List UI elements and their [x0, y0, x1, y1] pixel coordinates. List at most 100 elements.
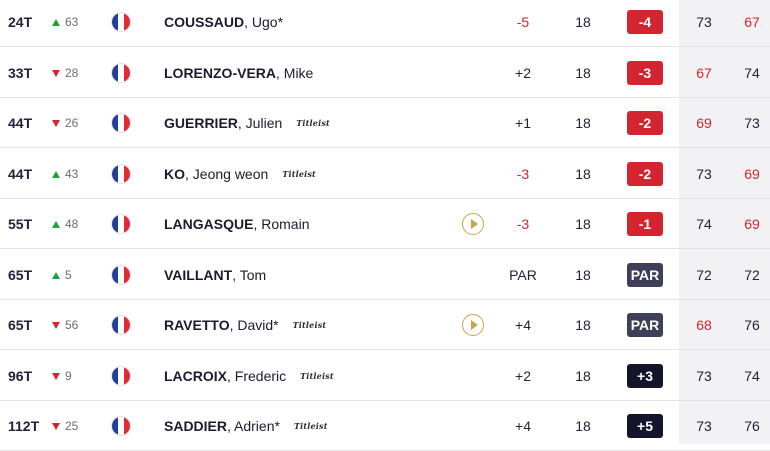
- player-name[interactable]: VAILLANT, Tom: [164, 250, 454, 300]
- round-1-score: 73: [696, 166, 712, 182]
- video-play-button[interactable]: [462, 199, 488, 249]
- table-row[interactable]: 96T 9 LACROIX, Frederic Titleist +2 18 +3 73 74: [0, 351, 770, 401]
- arrow-down-icon: [52, 321, 60, 329]
- position-movement: 43: [52, 149, 102, 199]
- position-movement: 5: [52, 250, 102, 300]
- player-first-name: , Ugo*: [244, 14, 284, 30]
- round-2-score: 76: [744, 317, 760, 333]
- arrow-down-icon: [52, 422, 60, 430]
- holes-thru: 18: [575, 418, 591, 434]
- score-badge: -1: [627, 212, 663, 236]
- player-name[interactable]: LACROIX, Frederic Titleist: [164, 351, 454, 401]
- position-movement: 48: [52, 199, 102, 249]
- movement-value: 5: [65, 268, 72, 282]
- holes-thru: 18: [575, 166, 591, 182]
- france-flag-icon: [112, 48, 132, 98]
- holes-thru: 18: [575, 317, 591, 333]
- movement-value: 28: [65, 66, 79, 80]
- table-row[interactable]: 24T 63 COUSSAUD, Ugo* -5 18 -4 73 67: [0, 0, 770, 47]
- total-to-par: -3: [516, 216, 530, 232]
- position: 55T: [8, 216, 33, 232]
- titleist-logo: Titleist: [282, 169, 316, 179]
- table-row[interactable]: 65T 56 RAVETTO, David* Titleist +4 18 PAR 68 76: [0, 300, 770, 350]
- player-name[interactable]: KO, Jeong weon Titleist: [164, 149, 454, 199]
- round-2-score: 73: [744, 115, 760, 131]
- arrow-up-icon: [52, 18, 60, 26]
- holes-thru: 18: [575, 65, 591, 81]
- today-score: -3: [626, 48, 664, 98]
- position-movement: 9: [52, 351, 102, 401]
- score-badge: -2: [627, 111, 663, 135]
- movement-value: 56: [65, 318, 79, 332]
- holes-thru: 18: [575, 14, 591, 30]
- france-flag-icon: [112, 300, 132, 350]
- round-1-score: 69: [696, 115, 712, 131]
- total-to-par: PAR: [509, 267, 537, 283]
- arrow-up-icon: [52, 170, 60, 178]
- player-name[interactable]: LORENZO-VERA, Mike: [164, 48, 454, 98]
- round-2-score: 72: [744, 267, 760, 283]
- position: 65T: [8, 267, 33, 283]
- round-2-score: 69: [744, 166, 760, 182]
- rounds-column-background: [679, 0, 770, 444]
- movement-value: 63: [65, 15, 79, 29]
- round-2-score: 74: [744, 65, 760, 81]
- player-name[interactable]: RAVETTO, David* Titleist: [164, 300, 454, 350]
- arrow-up-icon: [52, 271, 60, 279]
- player-first-name: , Julien: [237, 115, 283, 131]
- today-score: -1: [626, 199, 664, 249]
- table-row[interactable]: 65T 5 VAILLANT, Tom PAR 18 PAR 72 72: [0, 250, 770, 300]
- total-to-par: +4: [515, 317, 531, 333]
- score-badge: +3: [627, 364, 663, 388]
- holes-thru: 18: [575, 216, 591, 232]
- position-movement: 56: [52, 300, 102, 350]
- today-score: -2: [626, 149, 664, 199]
- player-last-name: VAILLANT: [164, 267, 233, 283]
- today-score: +5: [626, 401, 664, 451]
- movement-value: 48: [65, 217, 79, 231]
- player-name[interactable]: LANGASQUE, Romain: [164, 199, 454, 249]
- round-1-score: 72: [696, 267, 712, 283]
- today-score: -2: [626, 98, 664, 148]
- arrow-up-icon: [52, 220, 60, 228]
- player-name[interactable]: COUSSAUD, Ugo*: [164, 0, 454, 47]
- score-badge: PAR: [627, 313, 663, 337]
- player-first-name: , David*: [229, 317, 279, 333]
- player-last-name: LORENZO-VERA: [164, 65, 276, 81]
- france-flag-icon: [112, 250, 132, 300]
- titleist-logo: Titleist: [293, 421, 328, 431]
- titleist-logo: Titleist: [300, 371, 334, 381]
- position: 33T: [8, 65, 33, 81]
- movement-value: 9: [65, 369, 72, 383]
- table-row[interactable]: 44T 26 GUERRIER, Julien Titleist +1 18 -2 69 73: [0, 98, 770, 148]
- table-row[interactable]: 55T 48 LANGASQUE, Romain -3 18 -1 74 69: [0, 199, 770, 249]
- table-row[interactable]: 33T 28 LORENZO-VERA, Mike +2 18 -3 67 74: [0, 48, 770, 98]
- france-flag-icon: [112, 401, 132, 451]
- player-last-name: RAVETTO: [164, 317, 230, 333]
- round-1-score: 73: [696, 368, 712, 384]
- total-to-par: -3: [516, 166, 530, 182]
- table-row[interactable]: 44T 43 KO, Jeong weon Titleist -3 18 -2 73 69: [0, 149, 770, 199]
- player-name[interactable]: SADDIER, Adrien* Titleist: [164, 401, 454, 451]
- holes-thru: 18: [575, 368, 591, 384]
- today-score: PAR: [626, 250, 664, 300]
- arrow-down-icon: [52, 372, 60, 380]
- movement-value: 26: [65, 116, 79, 130]
- player-first-name: , Tom: [232, 267, 267, 283]
- player-first-name: , Romain: [253, 216, 310, 232]
- titleist-logo: Titleist: [296, 118, 330, 128]
- player-last-name: COUSSAUD: [164, 14, 245, 30]
- score-badge: PAR: [627, 263, 663, 287]
- today-score: PAR: [626, 300, 664, 350]
- france-flag-icon: [112, 0, 132, 47]
- player-last-name: LANGASQUE: [164, 216, 254, 232]
- player-last-name: SADDIER: [164, 418, 228, 434]
- holes-thru: 18: [575, 115, 591, 131]
- today-score: -4: [626, 0, 664, 47]
- titleist-logo: Titleist: [292, 320, 327, 330]
- round-1-score: 73: [696, 14, 712, 30]
- player-name[interactable]: GUERRIER, Julien Titleist: [164, 98, 454, 148]
- round-2-score: 67: [744, 14, 760, 30]
- video-play-button[interactable]: [462, 300, 488, 350]
